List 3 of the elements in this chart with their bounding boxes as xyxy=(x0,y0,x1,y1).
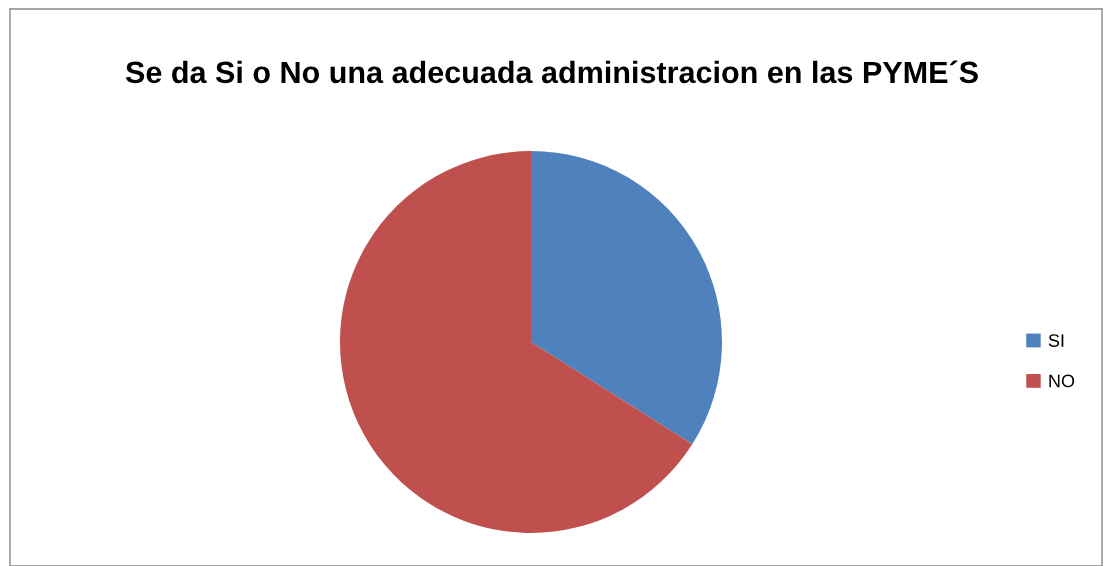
chart-title: Se da Si o No una adecuada administracion en las PYME´S xyxy=(125,60,978,84)
legend-label: NO xyxy=(1049,374,1075,388)
legend-label: SI xyxy=(1048,334,1064,347)
